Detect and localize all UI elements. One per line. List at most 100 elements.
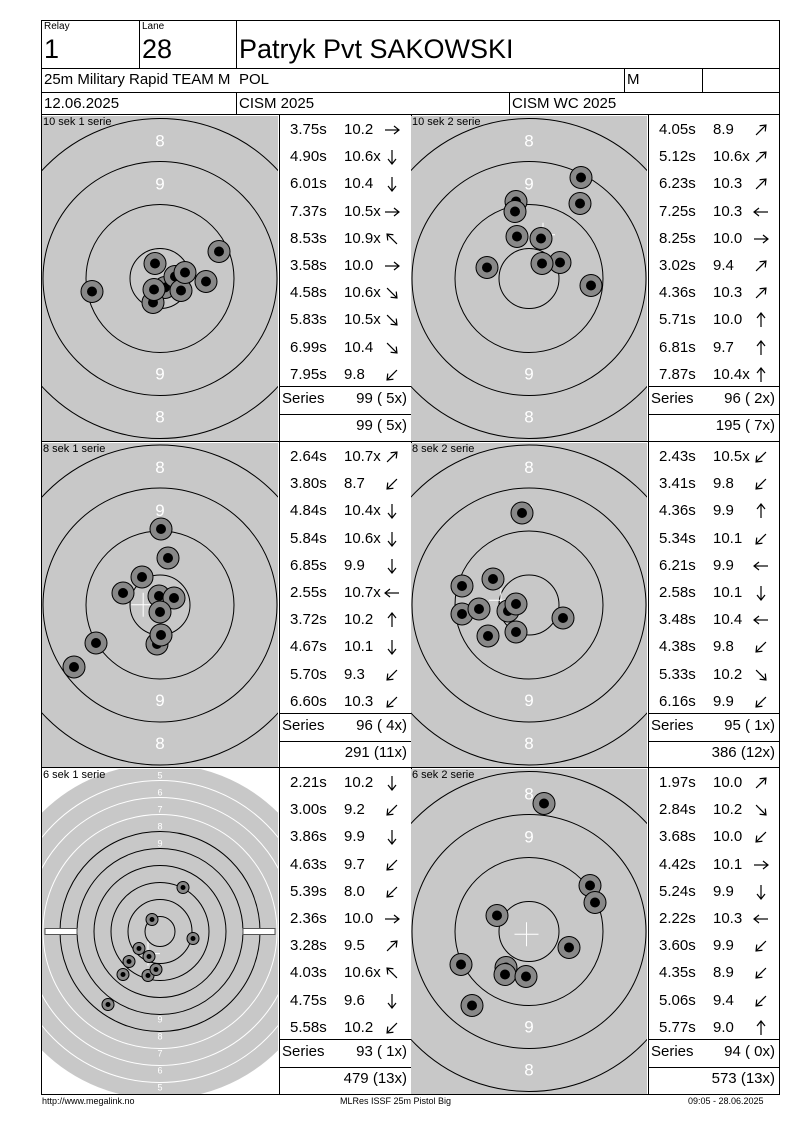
panel-title: 6 sek 1 serie — [43, 769, 106, 781]
shot-time: 6.21s — [659, 556, 696, 574]
shot-row: 2.36s 10.0 — [279, 905, 411, 932]
shot-time: 4.67s — [290, 638, 327, 656]
panel-title: 8 sek 1 serie — [43, 443, 106, 455]
shot-hole — [143, 252, 167, 275]
footer-url[interactable]: http://www.megalink.no — [42, 1096, 135, 1106]
shot-score: 8.9 — [713, 964, 734, 982]
shot-row: 3.58s 10.0 — [279, 252, 411, 279]
svg-text:5: 5 — [157, 771, 162, 781]
direction-arrow-icon — [386, 696, 398, 708]
direction-arrow-icon — [386, 478, 398, 490]
shot-hole — [476, 624, 500, 648]
shot-time: 2.36s — [290, 910, 327, 927]
direction-arrow-icon — [755, 804, 767, 816]
lane-value: 28 — [142, 34, 173, 64]
shot-row: 5.39s 8.0 — [279, 878, 411, 905]
svg-text:8: 8 — [155, 408, 164, 427]
shot-row: 2.55s 10.7x — [279, 579, 411, 606]
shot-time: 5.39s — [290, 882, 327, 900]
shot-row: 3.28s 9.5 — [279, 932, 411, 959]
svg-text:8: 8 — [524, 785, 533, 804]
shot-score: 10.2 — [344, 611, 374, 629]
direction-arrow-icon — [755, 451, 767, 463]
shot-hole — [142, 278, 166, 301]
shot-row: 6.99s 10.4 — [279, 334, 411, 361]
svg-text:9: 9 — [155, 691, 164, 710]
shot-row: 5.06s 9.4 — [648, 987, 779, 1014]
shot-score: 9.9 — [713, 937, 734, 955]
shot-time: 3.80s — [290, 475, 327, 493]
direction-arrow-icon — [755, 533, 767, 545]
shot-row: 4.38s 9.8 — [648, 633, 779, 660]
shot-score: 8.9 — [713, 121, 734, 138]
shot-hole — [510, 501, 534, 525]
shot-hole — [481, 567, 505, 591]
shot-hole — [130, 565, 154, 589]
shot-score: 9.4 — [713, 257, 734, 274]
footer-software: MLRes ISSF 25m Pistol Big — [340, 1096, 452, 1106]
shot-time: 2.84s — [659, 801, 696, 819]
shot-hole — [116, 968, 130, 981]
svg-text:8: 8 — [524, 734, 533, 753]
shot-row: 2.22s 10.3 — [648, 905, 779, 932]
shot-hole — [579, 274, 603, 297]
shot-row: 6.81s 9.7 — [648, 334, 779, 361]
svg-text:7: 7 — [157, 1049, 162, 1059]
direction-arrow-icon — [386, 342, 398, 354]
shot-score: 9.5 — [344, 937, 365, 955]
shot-hole — [149, 623, 173, 647]
direction-arrow-icon — [755, 777, 767, 789]
shot-time: 5.83s — [290, 311, 327, 329]
shot-score: 10.7x — [344, 448, 381, 465]
svg-text:6: 6 — [157, 788, 162, 798]
shot-row: 4.58s 10.6x — [279, 279, 411, 306]
shot-time: 3.00s — [290, 801, 327, 819]
direction-arrow-icon — [755, 478, 767, 490]
shot-score: 10.0 — [713, 311, 743, 329]
direction-arrow-icon — [386, 1022, 398, 1034]
direction-arrow-icon — [753, 914, 768, 924]
shot-score: 10.0 — [713, 229, 743, 247]
shot-score: 8.0 — [344, 882, 365, 900]
shot-time: 4.58s — [290, 284, 327, 302]
shot-time: 6.60s — [290, 692, 327, 710]
shot-score: 10.6x — [344, 148, 381, 166]
direction-arrow-icon — [755, 940, 767, 952]
shot-time: 5.58s — [290, 1018, 327, 1036]
shot-hole — [530, 252, 554, 275]
shot-score: 9.8 — [344, 365, 365, 383]
direction-arrow-icon — [755, 260, 767, 272]
svg-text:8: 8 — [155, 132, 164, 151]
shot-score: 10.3 — [713, 284, 743, 302]
shot-time: 8.25s — [659, 229, 696, 247]
direction-arrow-icon — [755, 696, 767, 708]
shot-row: 3.48s 10.4 — [648, 606, 779, 633]
shot-hole — [156, 546, 180, 570]
shot-time: 5.24s — [659, 882, 696, 900]
svg-text:9: 9 — [524, 365, 533, 384]
competition: CISM 2025 — [239, 95, 315, 112]
direction-arrow-icon — [755, 287, 767, 299]
shot-hole — [514, 965, 538, 988]
direction-arrow-icon — [385, 207, 400, 217]
svg-text:6: 6 — [157, 1066, 162, 1076]
running-total: 99 ( 5x) — [356, 417, 407, 434]
shot-time: 2.43s — [659, 448, 696, 465]
shot-row: 5.24s 9.9 — [648, 878, 779, 905]
direction-arrow-icon — [753, 615, 768, 625]
series-label: Series — [651, 717, 694, 734]
running-total: 386 (12x) — [711, 744, 775, 761]
shot-time: 4.75s — [290, 991, 327, 1009]
svg-text:8: 8 — [524, 458, 533, 477]
shot-score: 10.6x — [344, 964, 381, 982]
svg-text:8: 8 — [524, 1061, 533, 1080]
shot-time: 5.70s — [290, 665, 327, 683]
svg-text:8: 8 — [157, 822, 162, 832]
panel-title: 10 sek 2 serie — [412, 116, 481, 128]
shot-score: 10.3 — [344, 692, 374, 710]
shot-time: 4.84s — [290, 502, 327, 520]
shot-time: 8.53s — [290, 229, 327, 247]
